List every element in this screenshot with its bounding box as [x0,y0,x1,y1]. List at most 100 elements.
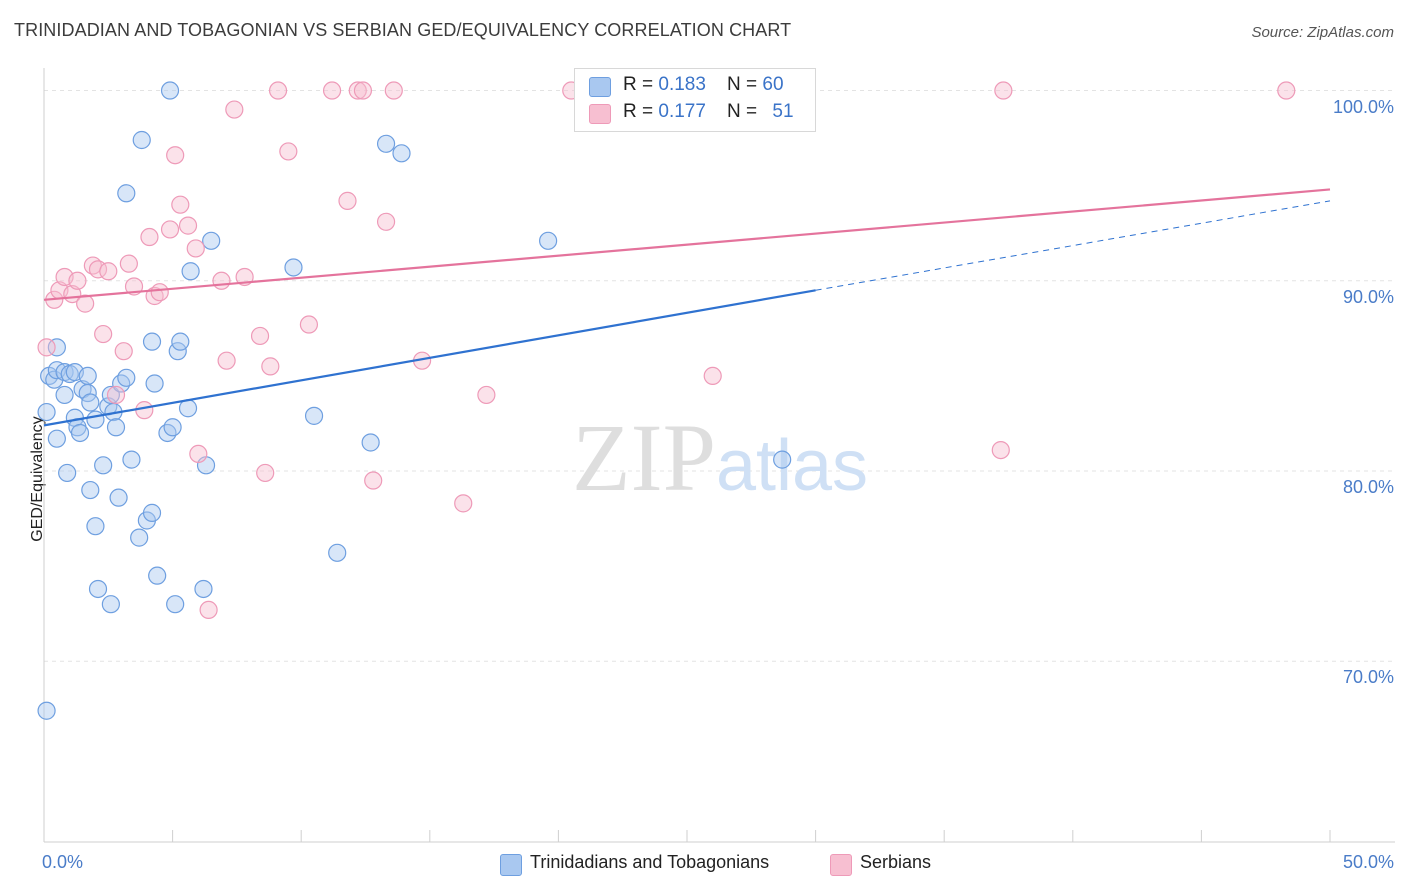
x-tick-label-max: 50.0% [1342,852,1394,872]
data-point-trinidadian [202,231,221,250]
data-point-trinidadian [81,480,100,500]
series-trinidadian-points [37,81,792,720]
stats-legend: R = 0.183 N = 60 R = 0.177 N = 51 [574,68,816,132]
data-point-trinidadian [86,410,105,429]
data-point-serbian [364,471,383,490]
data-point-serbian [279,142,298,161]
y-tick-label: 90.0% [1342,286,1394,307]
data-point-trinidadian [142,332,162,351]
data-point-serbian [217,351,236,370]
data-point-serbian [37,338,56,357]
data-point-trinidadian [304,406,324,425]
legend-swatch-pink [589,104,611,124]
data-point-serbian [135,401,154,420]
data-point-trinidadian [158,423,177,443]
watermark-atlas: atlas [716,426,868,506]
data-point-serbian [189,444,208,464]
x-tick-label-min: 0.0% [42,852,84,872]
data-point-trinidadian [376,134,396,153]
data-point-serbian [353,81,373,100]
data-point-serbian [454,494,473,513]
watermark-zip: ZIP [572,404,716,511]
data-point-serbian [225,100,244,119]
data-point-trinidadian [112,374,131,393]
data-point-trinidadian [148,566,167,585]
y-tick-label: 80.0% [1342,477,1394,498]
data-point-trinidadian [130,528,149,547]
data-point-trinidadian [181,262,200,281]
data-point-trinidadian [117,368,136,387]
data-point-serbian [250,326,270,346]
data-point-serbian [348,81,367,100]
trend-lines [43,188,1331,427]
data-point-serbian [703,366,722,386]
legend-text: R = 0.183 N = 60 [623,74,784,95]
axes [43,68,1395,843]
data-point-serbian [256,463,275,483]
source-note: Source: ZipAtlas.com [1251,24,1394,41]
data-point-serbian [199,600,218,620]
data-point-trinidadian [94,456,113,475]
data-point-trinidadian [392,144,411,163]
data-point-trinidadian [86,517,105,536]
trend-line-trinidadian [43,289,816,427]
data-point-serbian [140,227,159,247]
data-point-trinidadian [160,81,180,100]
data-point-trinidadian [101,595,120,614]
data-point-serbian [376,212,396,231]
data-point-trinidadian [194,579,213,599]
data-point-trinidadian [88,579,108,599]
legend-swatch-blue [589,77,611,97]
data-point-trinidadian [106,418,126,437]
legend-text: R = 0.177 N = 51 [623,101,794,122]
y-tick-label: 70.0% [1342,667,1394,688]
data-point-serbian [477,385,496,405]
data-point-trinidadian [132,130,151,150]
data-point-serbian [68,271,87,290]
data-point-serbian [1277,81,1296,100]
data-point-trinidadian [109,488,128,507]
data-point-serbian [261,357,280,376]
data-point-trinidadian [55,385,74,405]
data-point-serbian [212,271,231,290]
series-serbian-points [37,81,1296,620]
data-point-serbian [160,220,180,239]
data-point-serbian [119,254,138,273]
data-point-trinidadian [58,463,77,483]
data-point-trinidadian [145,374,164,393]
data-point-serbian [994,81,1013,100]
data-point-serbian [322,81,342,100]
legend-row-serbian: R = 0.177 N = 51 [589,101,794,127]
chart-title: TRINIDADIAN AND TOBAGONIAN VS SERBIAN GE… [14,20,792,40]
data-point-serbian [94,324,113,344]
data-point-trinidadian [539,231,558,250]
legend-row-trinidadian: R = 0.183 N = 60 [589,74,784,100]
data-point-trinidadian [773,450,792,469]
data-point-trinidadian [361,433,380,452]
data-point-serbian [166,146,185,165]
data-point-trinidadian [166,595,185,614]
data-point-trinidadian [47,338,66,357]
legend-label: Serbians [860,852,932,872]
data-point-serbian [299,315,319,334]
data-point-trinidadian [37,701,56,720]
data-point-serbian [76,294,95,313]
data-point-trinidadian [81,393,100,412]
data-point-trinidadian [117,184,136,203]
data-point-serbian [150,283,169,302]
data-point-serbian [99,262,118,281]
data-point-serbian [268,81,288,100]
data-point-trinidadian [171,332,190,351]
series-legend: Trinidadians and Tobagonians Serbians [0,852,1406,878]
data-point-serbian [106,385,126,405]
data-point-serbian [114,342,133,361]
watermark: ZIPatlas [572,404,868,511]
legend-swatch-pink [830,854,852,876]
data-point-trinidadian [284,258,303,277]
data-point-serbian [178,216,198,235]
data-point-trinidadian [47,429,66,448]
data-point-serbian [186,239,205,258]
y-tick-label: 100.0% [1332,96,1394,117]
data-point-trinidadian [78,366,97,386]
